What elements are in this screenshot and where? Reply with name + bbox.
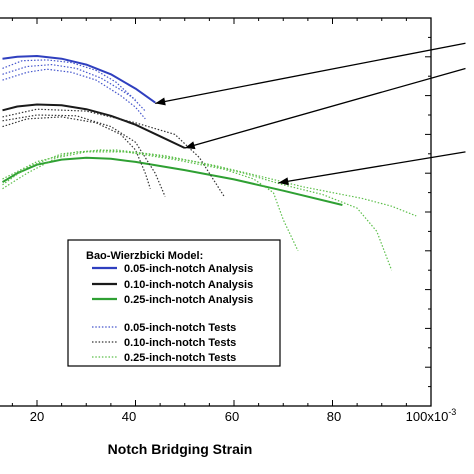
legend-label-005-tests: 0.05-inch-notch Tests	[124, 322, 236, 334]
annotation-arrow-line-0	[155, 42, 466, 104]
x-tick-label-100: 100x10-3	[406, 407, 457, 424]
x-tick-label-20: 20	[30, 409, 44, 424]
series-line-2	[1, 156, 343, 206]
series-line-3	[2, 68, 146, 120]
annotation-arrow-line-1	[184, 67, 466, 149]
legend-box	[67, 239, 281, 367]
legend: Bao-Wierzbicki Model: 0.05-inch-notch An…	[67, 239, 281, 367]
series-line-1	[2, 103, 186, 149]
x-tick-label-80: 80	[327, 409, 341, 424]
legend-label-025-tests: 0.25-inch-notch Tests	[124, 352, 236, 364]
legend-label-005-analysis: 0.05-inch-notch Analysis	[124, 263, 253, 275]
x-axis-title: Notch Bridging Strain	[108, 441, 253, 457]
annotation-arrow-head-0	[155, 97, 166, 106]
annotation-arrow-head-2	[278, 177, 289, 186]
annotation-arrow-line-2	[278, 151, 466, 184]
x-tick-label-60: 60	[225, 409, 239, 424]
annotation-arrow-head-1	[184, 141, 196, 150]
legend-label-025-analysis: 0.25-inch-notch Analysis	[124, 294, 253, 306]
series-line-9	[2, 151, 299, 252]
series-line-0	[2, 55, 156, 104]
legend-label-010-tests: 0.10-inch-notch Tests	[124, 337, 236, 349]
legend-label-010-analysis: 0.10-inch-notch Analysis	[124, 279, 253, 291]
x-scale-exponent: -3	[448, 407, 456, 417]
series-line-5	[2, 59, 146, 112]
series-line-8	[2, 108, 225, 197]
legend-title: Bao-Wierzbicki Model:	[86, 250, 203, 262]
x-tick-label-40: 40	[122, 409, 136, 424]
series-line-6	[2, 116, 151, 189]
